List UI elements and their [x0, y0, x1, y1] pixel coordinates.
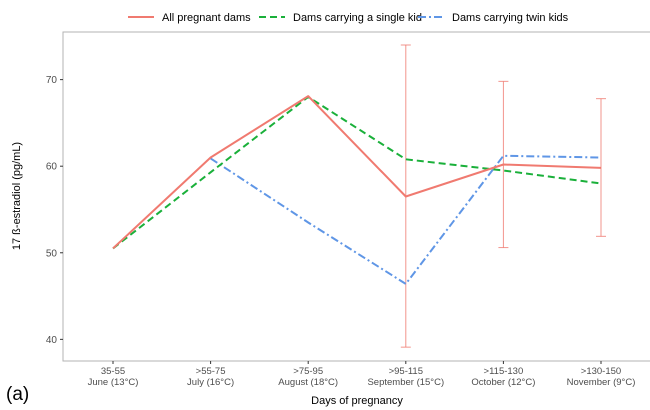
legend-label: All pregnant dams	[162, 12, 251, 24]
x-tick-label: >130-150	[581, 366, 621, 377]
y-axis: 40 50 60 70	[46, 75, 63, 346]
x-tick-label: August (18°C)	[278, 377, 338, 388]
legend-item: Dams carrying a single kid	[259, 12, 422, 24]
legend-item: Dams carrying twin kids	[418, 12, 569, 24]
x-tick-label: >55-75	[196, 366, 226, 377]
x-tick-label: >115-130	[484, 366, 524, 377]
series-line-single-kid	[112, 95, 602, 250]
series-line-all-pregnant-dams	[112, 95, 602, 250]
x-tick-label: 35-55	[101, 366, 125, 377]
x-tick-label: October (12°C)	[471, 377, 535, 388]
x-tick-label: November (9°C)	[567, 377, 636, 388]
legend: All pregnant dams Dams carrying a single …	[128, 12, 569, 24]
y-tick-label: 40	[46, 335, 58, 346]
y-tick-label: 60	[46, 162, 58, 173]
x-tick-label: July (16°C)	[187, 377, 234, 388]
x-tick-label: >95-115	[389, 366, 423, 377]
x-tick-label: June (13°C)	[88, 377, 139, 388]
legend-label: Dams carrying twin kids	[452, 12, 569, 24]
panel-label: (a)	[6, 384, 30, 405]
y-tick-label: 50	[46, 248, 58, 259]
y-tick-label: 70	[46, 75, 58, 86]
x-tick-label: >75-95	[293, 366, 323, 377]
plot-panel	[62, 31, 650, 362]
legend-item: All pregnant dams	[128, 12, 251, 24]
error-bars	[400, 44, 606, 348]
series-lines	[112, 95, 602, 285]
legend-label: Dams carrying a single kid	[293, 12, 422, 24]
x-tick-label: September (15°C)	[367, 377, 444, 388]
y-axis-title: 17 ß-estradiol (pg/mL)	[11, 142, 23, 250]
x-axis-title: Days of pregnancy	[311, 395, 403, 407]
